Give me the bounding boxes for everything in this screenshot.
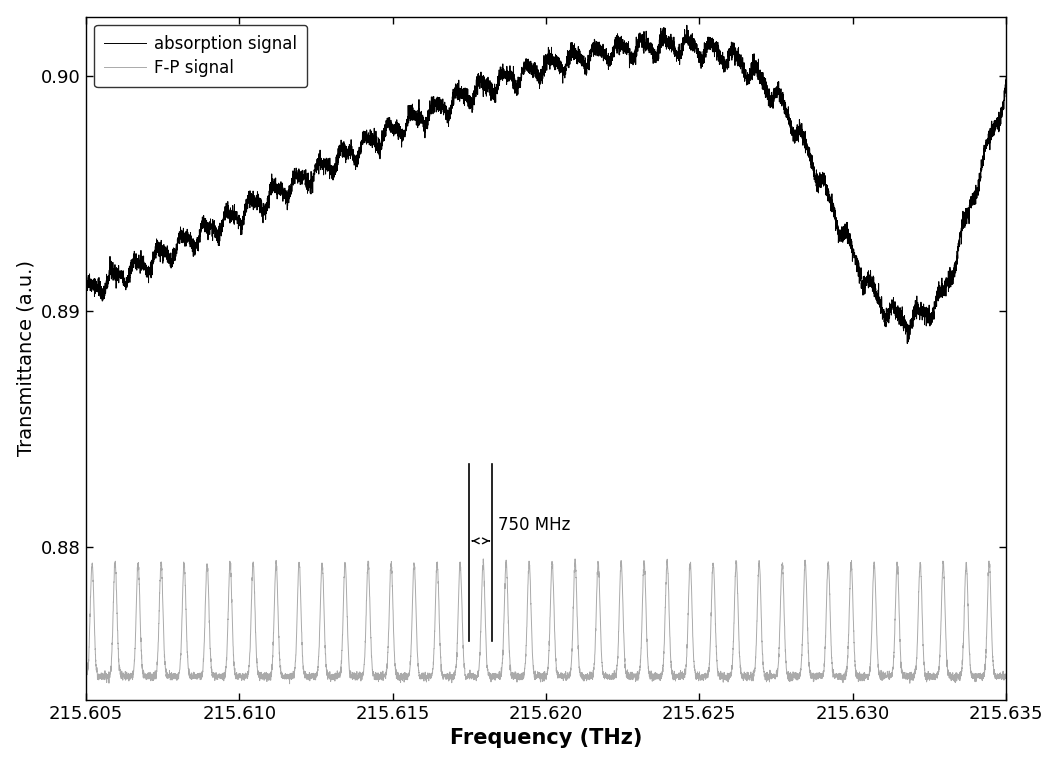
absorption signal [412,121,425,130]
absorption signal [126,259,139,269]
F-P signal [412,670,425,679]
absorption signal [901,339,914,348]
Y-axis label: Transmittance (a.u.): Transmittance (a.u.) [17,260,36,456]
absorption signal [1000,73,1012,83]
Line: absorption signal: absorption signal [86,25,1006,343]
F-P signal [80,672,92,681]
F-P signal [126,670,139,679]
F-P signal [762,673,775,682]
absorption signal [624,50,637,59]
Text: 750 MHz: 750 MHz [498,516,571,534]
absorption signal [811,187,824,196]
absorption signal [681,21,693,30]
Legend: absorption signal, F-P signal: absorption signal, F-P signal [94,25,307,87]
F-P signal [811,673,824,682]
absorption signal [80,279,92,288]
Line: F-P signal: F-P signal [86,559,1006,684]
F-P signal [624,672,637,682]
F-P signal [665,656,677,665]
absorption signal [762,94,775,103]
F-P signal [283,679,296,689]
X-axis label: Frequency (THz): Frequency (THz) [449,728,642,748]
absorption signal [665,39,677,48]
F-P signal [477,555,490,564]
F-P signal [1000,670,1012,679]
